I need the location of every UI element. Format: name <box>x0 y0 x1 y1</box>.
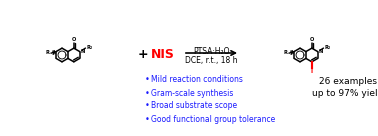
Text: DCE, r.t., 18 h: DCE, r.t., 18 h <box>185 56 237 65</box>
Text: 2: 2 <box>327 47 330 50</box>
Text: 1: 1 <box>52 52 54 56</box>
Text: 1: 1 <box>290 52 292 56</box>
Text: O: O <box>310 37 314 42</box>
Text: N: N <box>80 49 84 54</box>
Text: up to 97% yield: up to 97% yield <box>312 89 378 98</box>
Text: R: R <box>87 45 91 50</box>
Text: N: N <box>318 49 322 54</box>
Text: Good functional group tolerance: Good functional group tolerance <box>151 115 275 123</box>
Text: •: • <box>145 115 150 123</box>
Text: 2: 2 <box>89 47 91 50</box>
Text: R: R <box>325 45 328 50</box>
Text: •: • <box>145 101 150 110</box>
Text: PTSA·H₂O: PTSA·H₂O <box>193 47 229 56</box>
Text: I: I <box>311 69 313 74</box>
Text: •: • <box>145 89 150 98</box>
Text: O: O <box>71 37 76 42</box>
Text: •: • <box>145 75 150 84</box>
Text: R: R <box>284 50 288 55</box>
Text: +: + <box>138 49 148 61</box>
Text: Mild reaction conditions: Mild reaction conditions <box>151 75 243 84</box>
Text: R: R <box>46 50 50 55</box>
Text: Gram-scale synthesis: Gram-scale synthesis <box>151 89 233 98</box>
Text: NIS: NIS <box>151 49 175 61</box>
Text: Broad substrate scope: Broad substrate scope <box>151 101 237 110</box>
Text: 26 examples: 26 examples <box>319 78 377 86</box>
